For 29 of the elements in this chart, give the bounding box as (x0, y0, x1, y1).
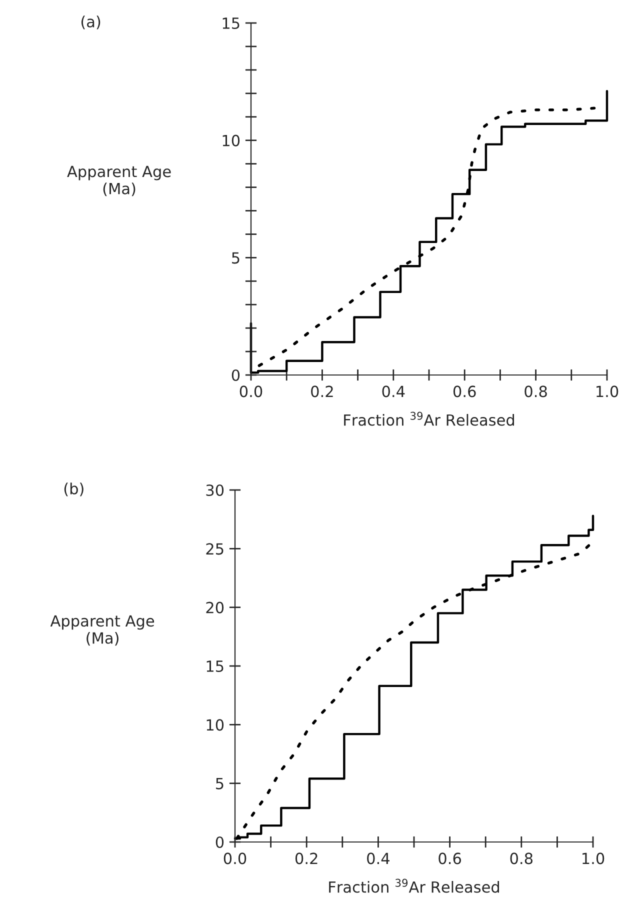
y-tick-label: 25 (206, 543, 224, 555)
text: (a) (81, 16, 100, 30)
y-tick-label: 0 (232, 369, 240, 382)
x-tick-label: 0.8 (510, 852, 533, 864)
x-tick-label: 1.0 (596, 386, 618, 398)
x-tick-label: 0.8 (524, 386, 547, 398)
y-tick-label: 5 (232, 252, 240, 264)
text: (b) (64, 482, 84, 496)
y-tick-label: 15 (206, 660, 224, 672)
x-tick-label: 0.6 (453, 386, 476, 398)
y-axis-title: Apparent Age (Ma) (50, 615, 154, 646)
x-tick-label: 0.6 (438, 852, 461, 864)
x-tick-label: 0.2 (311, 386, 333, 398)
y-tick-label: 30 (206, 484, 224, 496)
x-tick-label: 0.4 (382, 386, 405, 398)
y-tick-label: 20 (206, 602, 224, 614)
y-tick-label: 10 (206, 719, 224, 731)
y-tick-label: 5 (216, 778, 224, 790)
x-tick-label: 0.0 (224, 852, 246, 864)
x-tick-label: 0.4 (367, 852, 390, 864)
y-tick-label: 10 (222, 134, 240, 146)
x-tick-label: 0.2 (295, 852, 318, 864)
x-axis-title: Fraction $^{39}$Ar Released (344, 412, 514, 426)
y-tick-label: 15 (222, 18, 240, 30)
y-axis-title: Apparent Age (Ma) (67, 166, 171, 196)
y-tick-label: 0 (216, 836, 224, 848)
x-tick-label: 1.0 (582, 852, 604, 864)
x-tick-label: 0.0 (240, 386, 262, 398)
x-axis-title: Fraction $^{39}$Ar Released (329, 878, 500, 893)
